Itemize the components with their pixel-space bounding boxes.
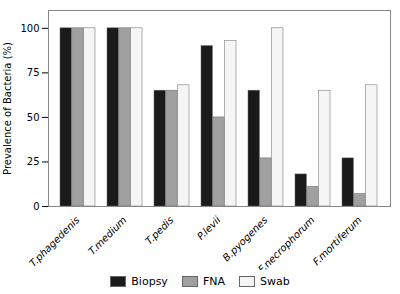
svg-text:50: 50 (27, 112, 40, 123)
svg-text:F.mortiferum: F.mortiferum (311, 214, 364, 267)
html-text:Swab: Swab (260, 274, 290, 288)
svg-text:25: 25 (27, 156, 40, 167)
svg-text:Prevalence of Bacteria (%): Prevalence of Bacteria (%) (2, 42, 13, 175)
svg-text:T.medium: T.medium (86, 214, 129, 257)
svg-text:0: 0 (33, 201, 39, 212)
html-text:Biopsy: Biopsy (131, 274, 168, 288)
svg-text:T.pedis: T.pedis (143, 214, 175, 246)
svg-text:75: 75 (27, 67, 40, 78)
svg-text:100: 100 (20, 23, 39, 34)
svg-text:F.necrophorum: F.necrophorum (256, 214, 317, 270)
html-text:FNA: FNA (202, 274, 225, 288)
svg-text:T.phagedenis: T.phagedenis (27, 214, 82, 269)
svg-text:B.pyogenes: B.pyogenes (220, 214, 269, 263)
svg-text:P.levii: P.levii (195, 214, 223, 242)
